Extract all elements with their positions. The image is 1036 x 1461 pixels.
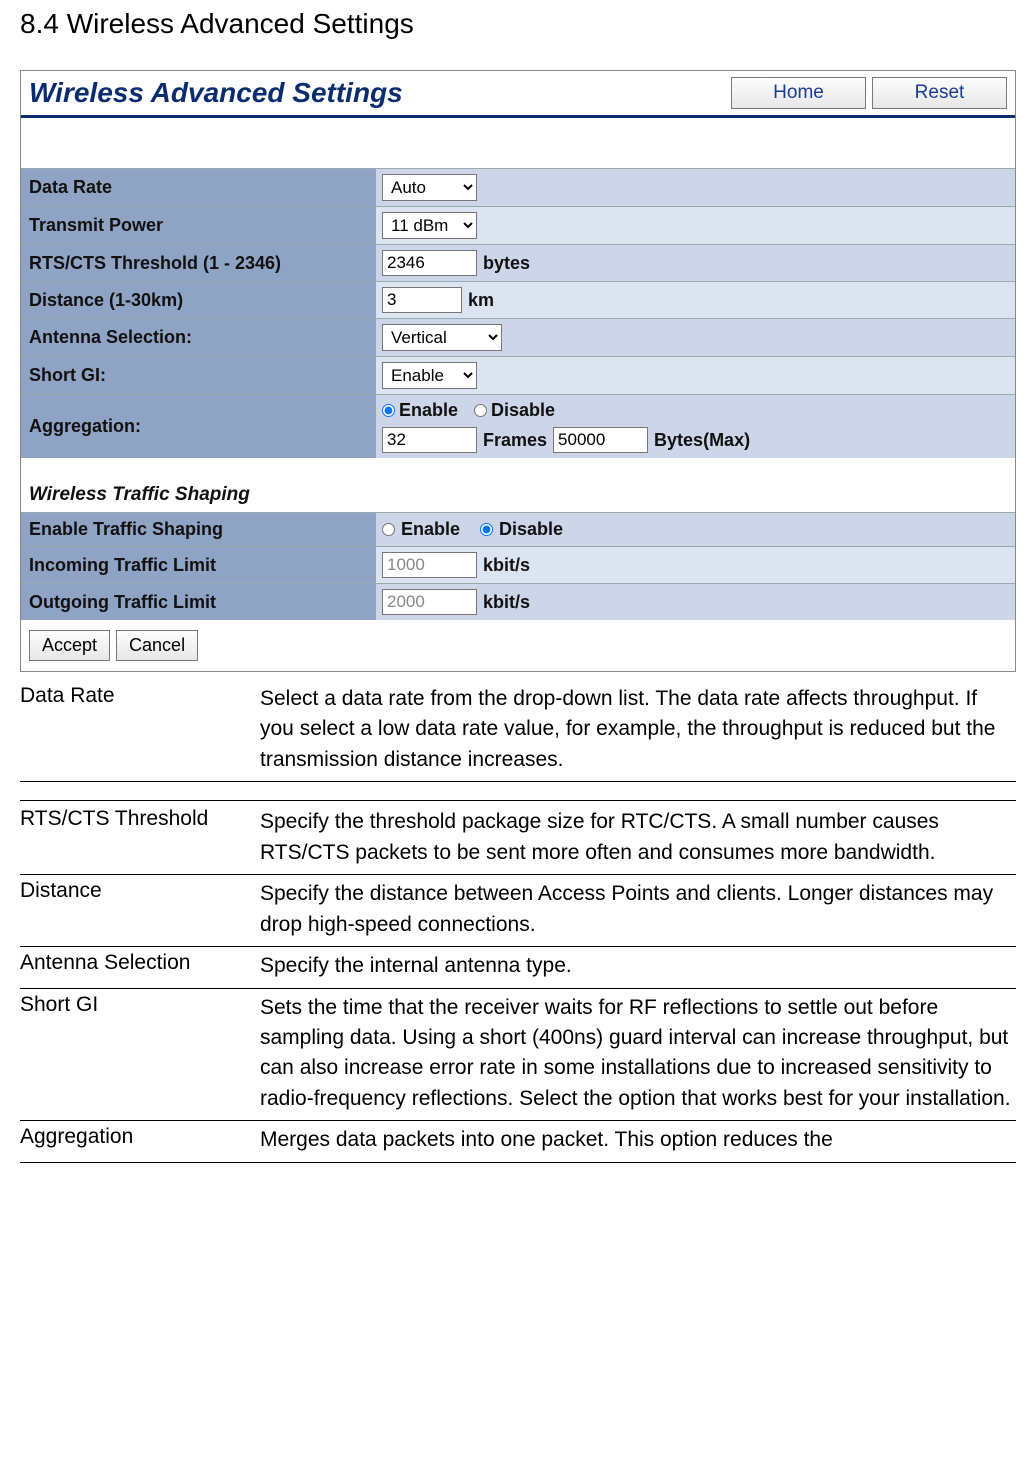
label-rtscts: RTS/CTS Threshold (1 - 2346)	[21, 245, 376, 281]
aggregation-enable-radio[interactable]	[382, 404, 395, 417]
desc-term-data-rate: Data Rate	[20, 684, 260, 775]
ctrl-aggregation: Enable Disable Frames Bytes(Max)	[376, 395, 1015, 458]
desc-term-rts: RTS/CTS Threshold	[20, 807, 260, 868]
ctrl-incoming: kbit/s	[376, 547, 1015, 583]
row-data-rate: Data Rate Auto	[21, 168, 1015, 206]
desc-term-aggregation: Aggregation	[20, 1125, 260, 1155]
row-outgoing: Outgoing Traffic Limit kbit/s	[21, 583, 1015, 620]
row-incoming: Incoming Traffic Limit kbit/s	[21, 546, 1015, 583]
unit-bytes: bytes	[483, 253, 530, 274]
reset-button[interactable]: Reset	[872, 77, 1007, 109]
desc-term-short-gi: Short GI	[20, 993, 260, 1115]
aggregation-bytes-input[interactable]	[553, 427, 648, 453]
row-rtscts: RTS/CTS Threshold (1 - 2346) bytes	[21, 244, 1015, 281]
label-distance: Distance (1-30km)	[21, 282, 376, 318]
row-aggregation: Aggregation: Enable Disable Frames Bytes…	[21, 394, 1015, 458]
label-data-rate: Data Rate	[21, 169, 376, 206]
antenna-select[interactable]: Vertical	[382, 324, 502, 351]
desc-row-rts: RTS/CTS Threshold Specify the threshold …	[20, 800, 1016, 875]
ctrl-antenna: Vertical	[376, 319, 1015, 356]
spacer	[21, 118, 1015, 168]
bytesmax-label: Bytes(Max)	[654, 430, 750, 451]
desc-term-antenna: Antenna Selection	[20, 951, 260, 981]
rtscts-input[interactable]	[382, 250, 477, 276]
desc-def-aggregation: Merges data packets into one packet. Thi…	[260, 1125, 1016, 1155]
traffic-shaping-header: Wireless Traffic Shaping	[21, 458, 1015, 512]
button-bar: Accept Cancel	[21, 620, 1015, 671]
row-short-gi: Short GI: Enable	[21, 356, 1015, 394]
shaping-disable-radio[interactable]	[480, 523, 493, 536]
label-short-gi: Short GI:	[21, 357, 376, 394]
description-table: Data Rate Select a data rate from the dr…	[20, 680, 1016, 1163]
incoming-input	[382, 552, 477, 578]
label-aggregation: Aggregation:	[21, 395, 376, 458]
data-rate-select[interactable]: Auto	[382, 174, 477, 201]
aggregation-frames-input[interactable]	[382, 427, 477, 453]
panel-title: Wireless Advanced Settings	[29, 77, 725, 109]
desc-row-data-rate: Data Rate Select a data rate from the dr…	[20, 680, 1016, 782]
row-antenna: Antenna Selection: Vertical	[21, 318, 1015, 356]
ctrl-short-gi: Enable	[376, 357, 1015, 394]
aggregation-enable-label: Enable	[399, 400, 458, 421]
home-button[interactable]: Home	[731, 77, 866, 109]
distance-input[interactable]	[382, 287, 462, 313]
tx-power-select[interactable]: 11 dBm	[382, 212, 477, 239]
ctrl-rtscts: bytes	[376, 245, 1015, 281]
desc-def-data-rate: Select a data rate from the drop-down li…	[260, 684, 1016, 775]
desc-def-short-gi: Sets the time that the receiver waits fo…	[260, 993, 1016, 1115]
settings-panel: Wireless Advanced Settings Home Reset Da…	[20, 70, 1016, 672]
ctrl-enable-shaping: Enable Disable	[376, 513, 1015, 546]
row-distance: Distance (1-30km) km	[21, 281, 1015, 318]
frames-label: Frames	[483, 430, 547, 451]
shaping-disable-label: Disable	[499, 519, 563, 540]
desc-row-distance: Distance Specify the distance between Ac…	[20, 875, 1016, 947]
desc-row-short-gi: Short GI Sets the time that the receiver…	[20, 989, 1016, 1122]
ctrl-tx-power: 11 dBm	[376, 207, 1015, 244]
desc-row-aggregation: Aggregation Merges data packets into one…	[20, 1121, 1016, 1162]
desc-def-antenna: Specify the internal antenna type.	[260, 951, 1016, 981]
aggregation-disable-label: Disable	[491, 400, 555, 421]
section-heading: 8.4 Wireless Advanced Settings	[0, 0, 1036, 70]
label-enable-shaping: Enable Traffic Shaping	[21, 513, 376, 546]
ctrl-data-rate: Auto	[376, 169, 1015, 206]
label-antenna: Antenna Selection:	[21, 319, 376, 356]
ctrl-outgoing: kbit/s	[376, 584, 1015, 620]
desc-row-antenna: Antenna Selection Specify the internal a…	[20, 947, 1016, 988]
row-tx-power: Transmit Power 11 dBm	[21, 206, 1015, 244]
ctrl-distance: km	[376, 282, 1015, 318]
short-gi-select[interactable]: Enable	[382, 362, 477, 389]
label-outgoing: Outgoing Traffic Limit	[21, 584, 376, 620]
unit-kbits-in: kbit/s	[483, 555, 530, 576]
unit-km: km	[468, 290, 494, 311]
unit-kbits-out: kbit/s	[483, 592, 530, 613]
label-incoming: Incoming Traffic Limit	[21, 547, 376, 583]
desc-def-distance: Specify the distance between Access Poin…	[260, 879, 1016, 940]
accept-button[interactable]: Accept	[29, 630, 110, 661]
desc-term-distance: Distance	[20, 879, 260, 940]
desc-def-rts: Specify the threshold package size for R…	[260, 807, 1016, 868]
shaping-enable-label: Enable	[401, 519, 460, 540]
aggregation-disable-radio[interactable]	[474, 404, 487, 417]
panel-header: Wireless Advanced Settings Home Reset	[21, 71, 1015, 118]
row-enable-shaping: Enable Traffic Shaping Enable Disable	[21, 512, 1015, 546]
outgoing-input	[382, 589, 477, 615]
cancel-button[interactable]: Cancel	[116, 630, 198, 661]
shaping-enable-radio[interactable]	[382, 523, 395, 536]
label-tx-power: Transmit Power	[21, 207, 376, 244]
